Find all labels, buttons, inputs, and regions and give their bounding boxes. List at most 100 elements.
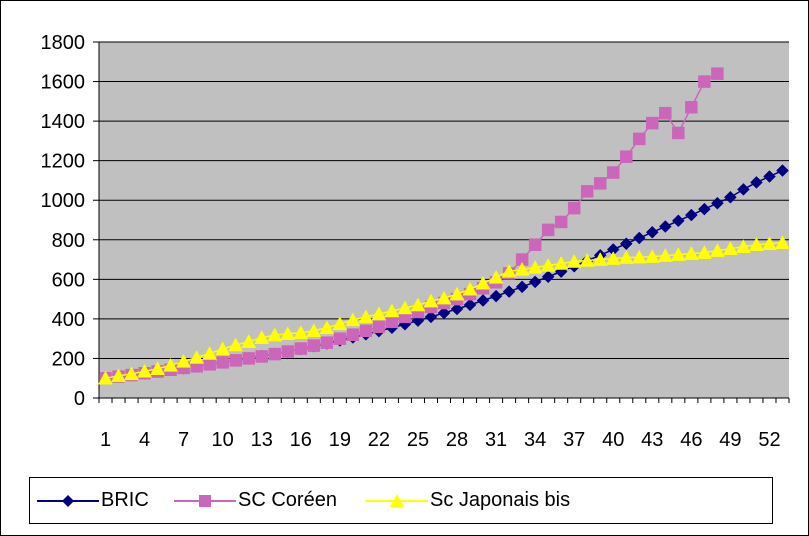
data-point-sc-japonais-bis <box>749 237 764 251</box>
data-point-bric <box>658 220 672 233</box>
x-tick-label: 37 <box>563 429 585 451</box>
data-point-sc-japonais-bis <box>670 247 686 261</box>
data-point-sc-japonais-bis <box>306 323 322 338</box>
data-point-sc-cor-en <box>372 320 386 334</box>
y-tick-label: 0 <box>74 388 85 410</box>
data-point-sc-japonais-bis <box>540 257 556 272</box>
data-point-sc-cor-en <box>307 339 321 352</box>
legend-item-sc-japonais-bis: Sc Japonais bis <box>366 478 570 523</box>
data-point-sc-cor-en <box>320 336 334 349</box>
data-point-sc-japonais-bis <box>592 252 608 266</box>
legend-item-sc-coreen: SC Coréen <box>174 478 337 523</box>
y-tick-label: 200 <box>52 348 85 370</box>
y-tick-label: 400 <box>52 309 85 331</box>
data-point-sc-japonais-bis <box>254 330 270 344</box>
data-point-sc-cor-en <box>216 356 229 369</box>
data-point-sc-cor-en <box>646 116 659 130</box>
data-point-sc-cor-en <box>541 223 555 237</box>
data-point-sc-japonais-bis <box>241 334 257 348</box>
data-point-sc-japonais-bis <box>228 337 244 352</box>
x-tick-label: 13 <box>251 429 273 451</box>
data-point-sc-cor-en <box>346 328 360 341</box>
data-point-sc-japonais-bis <box>709 243 725 257</box>
data-point-bric <box>424 310 438 324</box>
data-point-sc-japonais-bis <box>202 345 218 360</box>
data-point-sc-cor-en <box>685 101 698 114</box>
data-point-sc-cor-en <box>606 166 620 179</box>
data-point-sc-japonais-bis <box>775 235 790 249</box>
series-sc-japonais-bis <box>98 235 790 385</box>
data-point-bric <box>645 225 659 239</box>
y-tick-label: 1200 <box>41 151 86 173</box>
data-point-sc-japonais-bis <box>696 245 712 259</box>
x-tick-label: 43 <box>641 429 663 451</box>
data-point-bric <box>698 202 711 216</box>
data-point-sc-cor-en <box>620 150 633 163</box>
legend: BRIC SC Coréen Sc Japonais bis <box>29 477 773 524</box>
legend-marker-sc-coreen <box>199 494 211 507</box>
data-point-sc-japonais-bis <box>579 253 595 267</box>
data-point-sc-cor-en <box>333 332 347 345</box>
axes <box>93 41 790 403</box>
x-tick-label: 34 <box>524 429 546 451</box>
data-point-sc-japonais-bis <box>514 261 530 276</box>
data-point-sc-cor-en <box>659 106 672 120</box>
data-point-bric <box>489 289 503 303</box>
data-point-sc-japonais-bis <box>98 370 113 385</box>
x-tick-label: 1 <box>100 429 111 451</box>
y-tick-label: 600 <box>52 269 85 291</box>
data-point-sc-japonais-bis <box>371 306 387 321</box>
y-tick-label: 1800 <box>41 32 86 54</box>
data-point-bric <box>437 306 451 320</box>
data-point-sc-japonais-bis <box>605 251 621 265</box>
data-point-sc-cor-en <box>255 350 268 363</box>
data-point-sc-cor-en <box>515 253 529 266</box>
data-point-bric <box>711 196 724 210</box>
series-sc-cor-en <box>99 67 724 385</box>
x-tick-label: 46 <box>680 429 702 451</box>
data-point-sc-japonais-bis <box>722 241 738 255</box>
data-point-sc-cor-en <box>242 352 255 365</box>
data-point-sc-japonais-bis <box>423 293 439 308</box>
data-point-sc-japonais-bis <box>293 325 309 339</box>
x-tick-label: 19 <box>329 429 351 451</box>
legend-swatch-bric <box>37 494 99 507</box>
data-point-sc-cor-en <box>229 354 242 367</box>
x-tick-label: 40 <box>602 429 624 451</box>
data-point-sc-japonais-bis <box>410 297 426 312</box>
data-point-sc-japonais-bis <box>449 286 465 301</box>
data-point-bric <box>737 182 750 196</box>
x-tick-label: 52 <box>758 429 780 451</box>
data-point-sc-japonais-bis <box>566 254 582 268</box>
y-tick-label: 1000 <box>41 190 86 212</box>
plot-area <box>99 42 789 398</box>
data-point-bric <box>450 302 464 316</box>
data-point-sc-japonais-bis <box>384 303 400 318</box>
data-point-bric <box>463 298 477 312</box>
y-tick-label: 800 <box>52 230 85 252</box>
x-tick-label: 22 <box>368 429 390 451</box>
data-point-bric <box>724 190 737 204</box>
data-point-sc-japonais-bis <box>124 366 139 381</box>
data-point-sc-japonais-bis <box>436 290 452 305</box>
x-tick-label: 49 <box>719 429 741 451</box>
data-point-sc-cor-en <box>281 345 295 358</box>
data-point-sc-japonais-bis <box>215 341 231 356</box>
data-point-bric <box>685 208 698 222</box>
data-point-sc-japonais-bis <box>358 309 374 324</box>
data-point-sc-cor-en <box>593 177 607 190</box>
data-point-sc-cor-en <box>359 324 373 338</box>
data-point-sc-japonais-bis <box>176 353 192 368</box>
legend-label-sc-coreen: SC Coréen <box>238 489 337 511</box>
data-point-sc-japonais-bis <box>280 326 296 340</box>
legend-marker-bric <box>62 494 74 507</box>
data-point-sc-japonais-bis <box>631 249 647 264</box>
data-point-sc-japonais-bis <box>111 368 126 383</box>
data-point-sc-japonais-bis <box>332 316 348 331</box>
data-point-sc-cor-en <box>554 215 568 229</box>
data-point-sc-cor-en <box>633 132 646 146</box>
data-point-sc-japonais-bis <box>397 300 413 315</box>
data-point-sc-japonais-bis <box>501 263 517 278</box>
data-point-sc-cor-en <box>672 126 685 140</box>
